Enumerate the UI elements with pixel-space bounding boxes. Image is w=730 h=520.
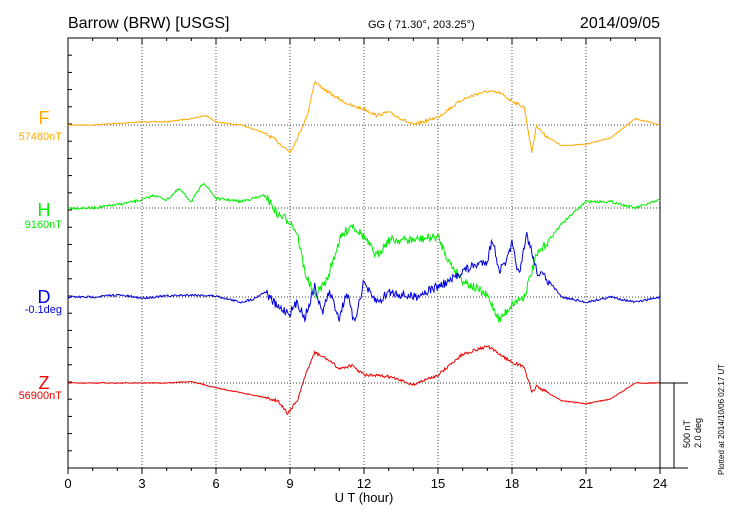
series-name-H: H: [38, 200, 51, 220]
x-tick-label-9: 9: [286, 476, 293, 491]
plot-frame: [67, 37, 661, 469]
series-base-D: -0.1deg: [25, 304, 62, 316]
series-group: [67, 80, 661, 415]
series-line-D: [67, 232, 661, 323]
scale-bar: 500 nT 2.0 deg: [660, 382, 703, 469]
x-tick-label-15: 15: [431, 476, 445, 491]
series-line-Z: [67, 344, 660, 415]
grid-lines: [141, 38, 587, 468]
x-tick-label-12: 12: [357, 476, 371, 491]
series-name-F: F: [39, 108, 50, 128]
x-axis-label: U T (hour): [335, 490, 394, 505]
x-tick-label-18: 18: [505, 476, 519, 491]
plotted-timestamp: Plotted at 2014/10/06 02:17 UT: [717, 364, 726, 475]
series-base-Z: 56900nT: [19, 390, 63, 402]
scale-nt-label: 500 nT: [682, 419, 692, 448]
x-tick-label-24: 24: [653, 476, 667, 491]
series-name-Z: Z: [39, 373, 50, 393]
series-name-D: D: [38, 287, 51, 307]
tick-marks: [67, 37, 661, 474]
series-base-H: 9160nT: [25, 219, 63, 231]
series-line-F: [67, 80, 661, 154]
x-tick-label-6: 6: [212, 476, 219, 491]
x-tick-label-21: 21: [579, 476, 593, 491]
coordinates-label: GG ( 71.30°, 203.25°): [368, 19, 475, 31]
series-base-F: 57480nT: [19, 131, 63, 143]
x-tick-label-3: 3: [138, 476, 145, 491]
x-tick-labels: 0 3 6 9 12 15 18 21 24: [64, 476, 667, 491]
scale-deg-label: 2.0 deg: [693, 418, 703, 448]
date-label: 2014/09/05: [580, 15, 660, 32]
station-title: Barrow (BRW) [USGS]: [68, 15, 230, 32]
series-line-H: [67, 182, 661, 323]
x-tick-label-0: 0: [64, 476, 71, 491]
